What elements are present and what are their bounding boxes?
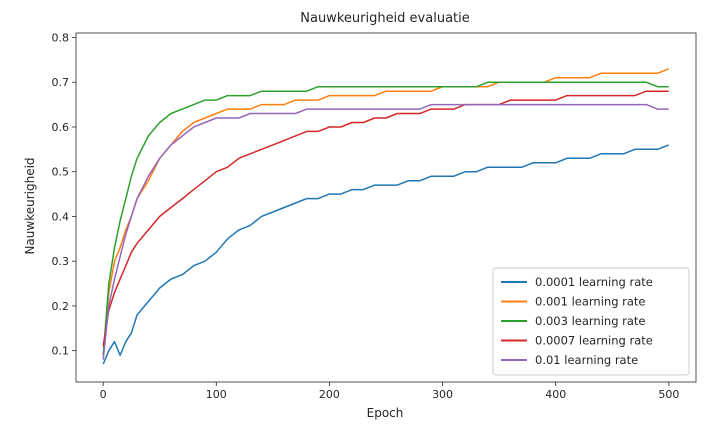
x-tick-label: 300 <box>432 388 453 401</box>
y-tick-label: 0.3 <box>52 255 70 268</box>
series-line-3 <box>102 90 669 347</box>
x-axis: 0 100 200 300 400 500 <box>100 382 679 401</box>
x-tick-label: 200 <box>319 388 340 401</box>
x-tick-label: 500 <box>658 388 679 401</box>
series-line-4 <box>102 103 669 360</box>
legend-entry-label: 0.0007 learning rate <box>535 334 653 348</box>
y-tick-label: 0.6 <box>52 121 70 134</box>
chart-title: Nauwkeurigheid evaluatie <box>300 11 470 26</box>
x-tick-label: 100 <box>206 388 227 401</box>
x-axis-label: Epoch <box>367 406 404 420</box>
plot-frame <box>75 32 697 383</box>
legend: 0.0001 learning rate 0.001 learning rate 0… <box>492 267 690 376</box>
series-line-2 <box>102 81 669 356</box>
y-tick-label: 0.7 <box>52 76 70 89</box>
legend-entry-label: 0.001 learning rate <box>535 295 646 309</box>
y-tick-label: 0.8 <box>52 31 70 44</box>
x-tick-label: 400 <box>545 388 566 401</box>
legend-entry-label: 0.0001 learning rate <box>535 275 653 289</box>
y-axis-label: Nauwkeurigheid <box>23 157 37 254</box>
y-axis: 0.1 0.2 0.3 0.4 0.5 0.6 0.7 0.8 <box>52 31 76 358</box>
y-tick-label: 0.5 <box>52 166 70 179</box>
series-line-0 <box>102 144 670 365</box>
legend-box <box>492 267 690 376</box>
legend-entry-label: 0.01 learning rate <box>535 353 638 367</box>
y-tick-label: 0.4 <box>52 210 70 223</box>
legend-entry-label: 0.003 learning rate <box>535 314 646 328</box>
y-tick-label: 0.1 <box>52 345 70 358</box>
y-tick-label: 0.2 <box>52 300 70 313</box>
x-tick-label: 0 <box>100 388 107 401</box>
plot-area <box>102 68 670 365</box>
